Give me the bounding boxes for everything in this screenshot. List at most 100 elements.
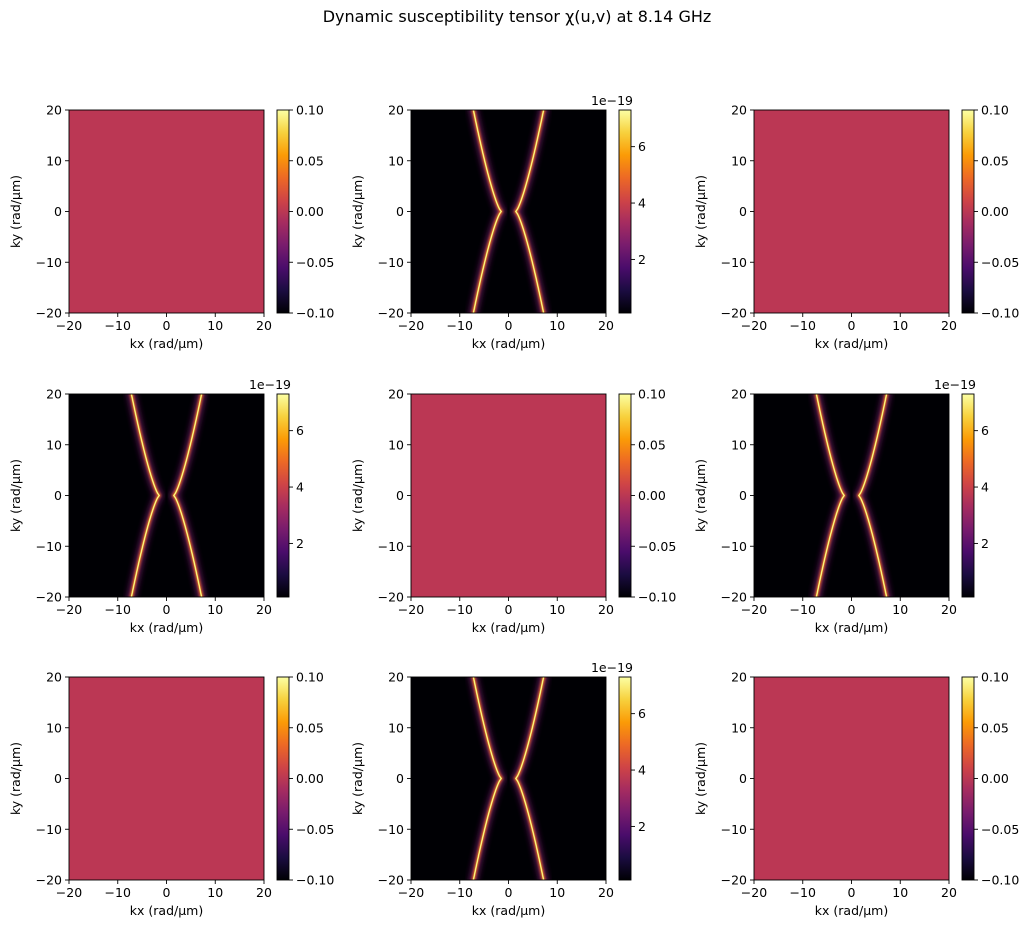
x-tick-label: −20: [56, 318, 82, 333]
x-tick-label: 20: [256, 318, 272, 333]
colorbar-tick-label: 2: [296, 536, 304, 551]
x-tick-label: −20: [741, 602, 767, 617]
colorbar: [276, 393, 290, 598]
x-tick-label: 10: [892, 318, 908, 333]
y-tick-label: 10: [388, 153, 404, 168]
colorbar-tick-label: 0.05: [638, 437, 666, 452]
colorbar-tick-label: −0.05: [296, 255, 334, 270]
heatmap-field: [69, 677, 264, 880]
x-tick-label: −20: [741, 318, 767, 333]
colorbar-tick-label: 0.05: [296, 153, 324, 168]
dispersion-branch-left-layer3: [473, 677, 502, 880]
colorbar-tick-label: 0.10: [296, 670, 324, 685]
x-tick-label: 10: [549, 885, 565, 900]
colorbar-tick-label: 0.00: [981, 771, 1009, 786]
y-tick-label: 10: [46, 720, 62, 735]
dispersion-branch-right-layer3: [515, 677, 544, 880]
heatmap-background: [754, 394, 949, 597]
colorbar-tick-label: 4: [638, 196, 646, 211]
colorbar-tick-label: 4: [638, 763, 646, 778]
heatmap-field: [69, 110, 264, 313]
y-tick-label: 20: [731, 670, 747, 685]
y-tick-label: −10: [378, 539, 404, 554]
colorbar: [276, 676, 290, 881]
dispersion-branch-left-layer3: [816, 394, 845, 597]
x-tick-label: −10: [790, 885, 816, 900]
x-axis-label: kx (rad/µm): [472, 903, 545, 918]
colorbar-tick-label: 0.00: [981, 204, 1009, 219]
x-tick-label: −10: [447, 885, 473, 900]
x-tick-label: 0: [505, 885, 513, 900]
panel-1-2: −20 −10 0 10 20 −20 −10 0 10 20 kx (rad/µm) ky (rad…: [350, 93, 646, 351]
colorbar-tick-label: 4: [981, 480, 989, 495]
y-axis-label: ky (rad/µm): [8, 742, 23, 815]
panel-2-3: −20 −10 0 10 20 −20 −10 0 10 20 kx (rad/µm) ky (rad…: [693, 377, 989, 635]
heatmap-background: [411, 677, 606, 880]
colorbar-tick-label: −0.05: [296, 822, 334, 837]
y-tick-label: 10: [731, 437, 747, 452]
colorbar: [618, 393, 632, 598]
y-tick-label: 0: [54, 204, 62, 219]
colorbar-offset-label: 1e−19: [591, 93, 633, 108]
x-tick-label: 20: [941, 885, 957, 900]
y-tick-label: 20: [388, 387, 404, 402]
x-axis-label: kx (rad/µm): [130, 903, 203, 918]
x-tick-label: 0: [163, 318, 171, 333]
y-tick-label: 20: [46, 387, 62, 402]
y-axis-label: ky (rad/µm): [8, 459, 23, 532]
y-axis-label: ky (rad/µm): [350, 742, 365, 815]
y-tick-label: 20: [731, 103, 747, 118]
colorbar: [961, 109, 975, 314]
colorbar-tick-label: 0.00: [638, 488, 666, 503]
x-tick-label: 0: [505, 318, 513, 333]
y-tick-label: 0: [739, 771, 747, 786]
colorbar-tick-label: 0.10: [296, 103, 324, 118]
x-tick-label: −10: [790, 602, 816, 617]
colorbar-tick-label: 0.05: [981, 720, 1009, 735]
y-tick-label: −20: [378, 873, 404, 888]
colorbar-tick-label: 6: [981, 423, 989, 438]
y-tick-label: 0: [54, 771, 62, 786]
y-axis-label: ky (rad/µm): [350, 459, 365, 532]
x-tick-label: −10: [790, 318, 816, 333]
panel-1-1: −20 −10 0 10 20 −20 −10 0 10 20 kx (rad/µm) ky (rad…: [8, 103, 334, 352]
y-tick-label: 0: [739, 204, 747, 219]
y-tick-label: 20: [46, 103, 62, 118]
x-tick-label: 20: [941, 318, 957, 333]
colorbar-tick-label: −0.05: [981, 822, 1019, 837]
dispersion-branch-right-layer3: [173, 394, 202, 597]
heatmap-field: [754, 110, 949, 313]
colorbar-tick-label: 2: [638, 252, 646, 267]
x-axis-label: kx (rad/µm): [130, 336, 203, 351]
y-tick-label: 0: [396, 771, 404, 786]
x-tick-label: 10: [892, 602, 908, 617]
panel-2-2: −20 −10 0 10 20 −20 −10 0 10 20 kx (rad/µm) ky (rad…: [350, 387, 676, 636]
x-tick-label: −10: [105, 602, 131, 617]
y-tick-label: 0: [396, 488, 404, 503]
x-tick-label: 0: [848, 602, 856, 617]
y-axis-label: ky (rad/µm): [350, 175, 365, 248]
x-axis-label: kx (rad/µm): [815, 620, 888, 635]
x-tick-label: 0: [848, 318, 856, 333]
y-tick-label: 10: [46, 153, 62, 168]
y-tick-label: 10: [731, 153, 747, 168]
y-tick-label: 20: [46, 670, 62, 685]
y-tick-label: −10: [378, 822, 404, 837]
colorbar-tick-label: 0.10: [638, 387, 666, 402]
panel-3-3: −20 −10 0 10 20 −20 −10 0 10 20 kx (rad/µm) ky (rad…: [693, 670, 1019, 919]
dispersion-branch-left-layer3: [473, 110, 502, 313]
y-tick-label: 20: [388, 670, 404, 685]
y-tick-label: 0: [54, 488, 62, 503]
colorbar-tick-label: 0.10: [981, 103, 1009, 118]
y-tick-label: −20: [378, 590, 404, 605]
heatmap-field: [754, 677, 949, 880]
y-tick-label: 20: [731, 387, 747, 402]
colorbar-tick-label: 6: [638, 139, 646, 154]
x-tick-label: −10: [105, 318, 131, 333]
y-tick-label: 0: [396, 204, 404, 219]
colorbar-tick-label: −0.10: [296, 306, 334, 321]
colorbar: [618, 109, 632, 314]
y-tick-label: −10: [36, 822, 62, 837]
colorbar-tick-label: −0.10: [296, 873, 334, 888]
